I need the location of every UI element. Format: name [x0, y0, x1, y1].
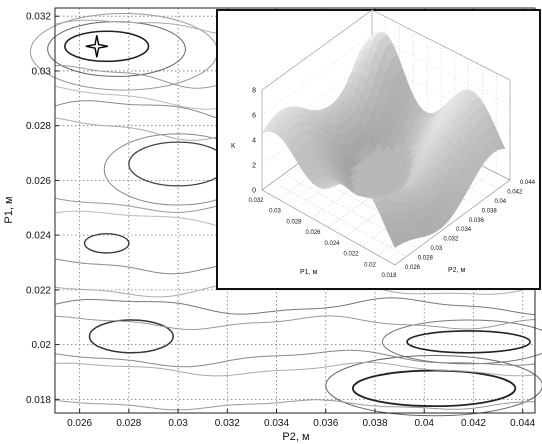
p2-axis-ticks: 0.0260.0280.030.0320.0340.0360.0380.040.… [405, 180, 536, 271]
y-tick-label: 0.028 [26, 121, 51, 132]
x-axis-ticks: 0.026 0.028 0.03 0.032 0.034 0.036 0.038 0.04 0.… [67, 409, 536, 429]
y-axis-label: P1, м [3, 196, 15, 223]
inset-p1-label: P1, м [300, 269, 317, 276]
x-tick-label: 0.03 [168, 418, 188, 429]
contour-ellipse [88, 319, 174, 354]
y-tick-label: 0.022 [26, 285, 51, 296]
p2-tick-label: 0.032 [443, 237, 459, 243]
x-tick-label: 0.044 [510, 418, 535, 429]
contour-line [54, 315, 536, 331]
inset-p2-label: P2, м [448, 267, 465, 274]
p2-tick-label: 0.044 [520, 180, 536, 186]
optimum-star-marker [85, 35, 108, 58]
p1-tick-label: 0.03 [269, 209, 281, 215]
x-tick-label: 0.028 [116, 418, 141, 429]
x-tick-label: 0.032 [215, 418, 240, 429]
contour-ellipse [381, 319, 542, 365]
z-tick-label: 0 [252, 188, 256, 195]
star-marker [85, 35, 108, 58]
x-tick-label: 0.034 [264, 418, 289, 429]
x-tick-label: 0.038 [362, 418, 387, 429]
contour-line [54, 399, 535, 411]
p1-tick-label: 0.02 [364, 262, 376, 268]
y-tick-label: 0.018 [26, 395, 51, 406]
p2-tick-label: 0.028 [418, 256, 434, 262]
y-axis-ticks: 0.018 0.02 0.022 0.024 0.026 0.028 0.03 0.032 [26, 12, 59, 406]
x-tick-label: 0.026 [67, 418, 92, 429]
contour-ellipse [325, 355, 542, 417]
z-tick-label: 4 [252, 138, 256, 145]
x-axis-label: P2, м [282, 431, 309, 443]
p2-tick-label: 0.034 [456, 227, 472, 233]
p2-tick-label: 0.036 [469, 218, 485, 224]
y-tick-label: 0.03 [32, 66, 52, 77]
p2-tick-label: 0.04 [494, 199, 506, 205]
contour-line [54, 349, 536, 368]
y-tick-label: 0.032 [26, 12, 51, 23]
z-tick-label: 6 [252, 113, 256, 120]
y-tick-label: 0.02 [32, 340, 52, 351]
surface-plot [261, 31, 506, 248]
p1-tick-label: 0.032 [248, 198, 264, 204]
z-axis-ticks: 0 2 4 6 8 [252, 88, 256, 195]
contour-line [54, 297, 536, 316]
contour-ellipse [406, 330, 531, 354]
p1-tick-label: 0.028 [286, 219, 302, 225]
p2-tick-label: 0.026 [405, 265, 421, 271]
p1-tick-label: 0.024 [324, 241, 340, 247]
p1-tick-label: 0.026 [305, 230, 321, 236]
x-tick-label: 0.042 [461, 418, 486, 429]
surface-facet [261, 123, 272, 135]
p2-tick-label: 0.03 [431, 246, 443, 252]
y-tick-label: 0.024 [26, 231, 51, 242]
z-axis-label: К [231, 143, 236, 150]
contour-ellipse [83, 233, 130, 254]
x-tick-label: 0.04 [414, 418, 434, 429]
z-tick-label: 8 [252, 88, 256, 95]
p1-tick-label: 0.018 [381, 273, 397, 279]
y-tick-label: 0.026 [26, 176, 51, 187]
axis-box-edge [261, 9, 373, 91]
contour-ellipse [64, 30, 150, 63]
contour-ellipse [351, 369, 517, 408]
z-tick-label: 2 [252, 163, 256, 170]
p1-tick-label: 0.022 [343, 252, 359, 258]
x-tick-label: 0.036 [313, 418, 338, 429]
p2-tick-label: 0.038 [482, 208, 498, 214]
contour-line [54, 361, 536, 377]
p2-tick-label: 0.042 [507, 189, 523, 195]
